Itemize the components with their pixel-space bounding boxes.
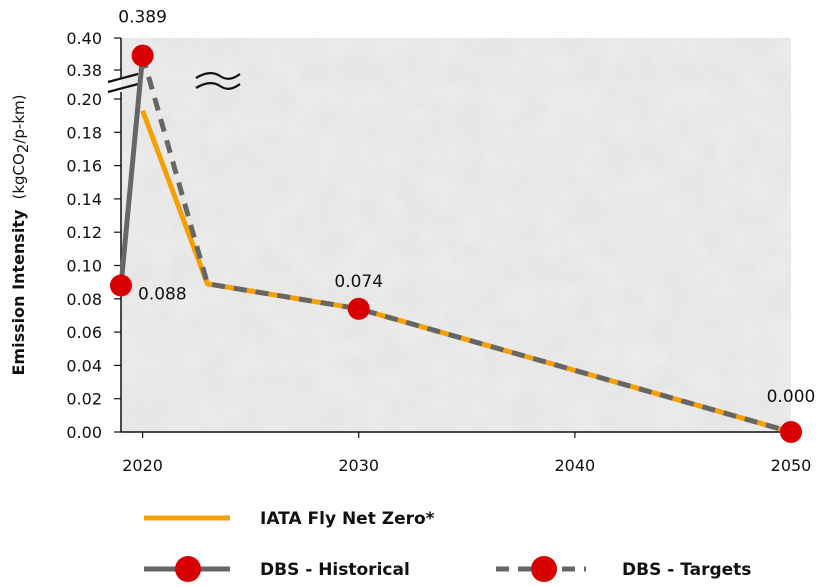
y-tick-label: 0.08 xyxy=(66,290,102,309)
y-tick-label: 0.20 xyxy=(66,90,102,109)
x-tick-label: 2020 xyxy=(122,456,163,475)
data-point-marker xyxy=(780,421,802,443)
series-line-targets xyxy=(140,54,792,435)
plot-area xyxy=(121,38,791,432)
legend-label-iata: IATA Fly Net Zero* xyxy=(260,509,435,529)
data-point-marker xyxy=(131,44,154,67)
legend-marker-historical xyxy=(175,556,201,582)
y-tick-label: 0.12 xyxy=(66,223,102,242)
y-tick-label: 0.06 xyxy=(66,323,102,342)
y-tick-label: 0.16 xyxy=(66,157,102,176)
data-label: 0.074 xyxy=(334,272,383,292)
data-point-marker xyxy=(110,274,132,297)
y-axis-label-unit-pre: (kgCO xyxy=(10,153,28,199)
y-axis-label: Emission Intensity (kgCO2/p-km) xyxy=(9,94,32,375)
y-axis-label-unit-sub: 2 xyxy=(14,144,32,154)
data-label: 0.088 xyxy=(138,284,187,304)
y-tick-label: 0.00 xyxy=(66,423,102,442)
y-axis-break-mark xyxy=(107,72,241,94)
x-tick-label: 2050 xyxy=(771,456,812,475)
data-label: 0.000 xyxy=(767,387,816,407)
y-axis-label-main: Emission Intensity xyxy=(9,209,28,375)
y-tick-label: 0.18 xyxy=(66,123,102,142)
y-tick-label: 0.38 xyxy=(66,61,102,80)
x-tick-label: 2030 xyxy=(338,456,379,475)
y-tick-label: 0.40 xyxy=(66,29,102,48)
series-line-historical xyxy=(118,55,146,286)
legend-label-historical: DBS - Historical xyxy=(260,560,410,580)
y-tick-label: 0.14 xyxy=(66,190,102,209)
y-tick-label: 0.10 xyxy=(66,257,102,276)
legend: IATA Fly Net Zero* DBS - Historical DBS … xyxy=(144,509,751,582)
y-axis-label-unit-post: /p-km) xyxy=(10,94,28,143)
legend-marker-targets xyxy=(531,556,557,582)
y-tick-label: 0.02 xyxy=(66,390,102,409)
legend-label-targets: DBS - Targets xyxy=(622,560,751,580)
data-label: 0.389 xyxy=(118,8,167,28)
x-tick-label: 2040 xyxy=(555,456,596,475)
data-point-marker xyxy=(347,297,370,320)
y-tick-label: 0.04 xyxy=(66,356,102,375)
